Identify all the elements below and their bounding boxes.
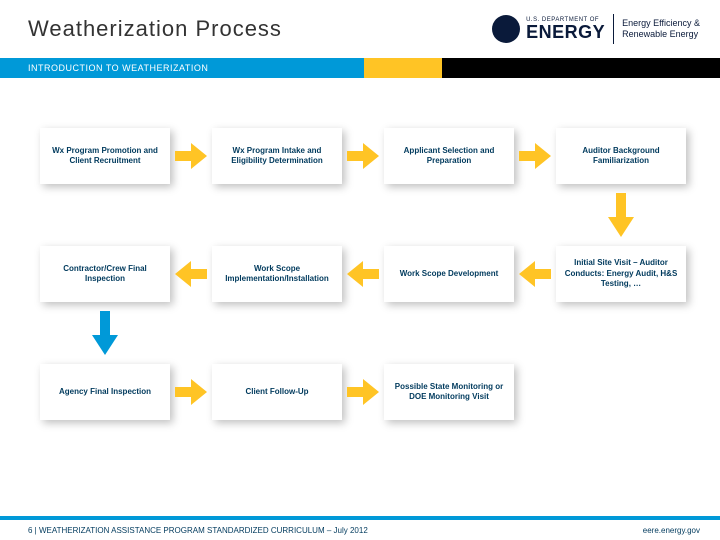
box-auditor-bg: Auditor Background Familiarization [556,128,686,184]
box-applicant: Applicant Selection and Preparation [384,128,514,184]
footer-left: 6 | WEATHERIZATION ASSISTANCE PROGRAM ST… [28,526,368,535]
footer-right: eere.energy.gov [643,526,700,535]
box-contractor-inspection: Contractor/Crew Final Inspection [40,246,170,302]
box-followup: Client Follow-Up [212,364,342,420]
doe-logo-text: U.S. DEPARTMENT OF ENERGY [526,17,605,41]
logo-energy: ENERGY [526,23,605,41]
arrow-down-icon [92,311,118,355]
box-work-implementation: Work Scope Implementation/Installation [212,246,342,302]
box-intake: Wx Program Intake and Eligibility Determ… [212,128,342,184]
arrow-left-icon [347,261,379,287]
box-monitoring: Possible State Monitoring or DOE Monitor… [384,364,514,420]
arrow-right-icon [175,379,207,405]
doe-logo: U.S. DEPARTMENT OF ENERGY Energy Efficie… [492,14,700,44]
subheader-bar: INTRODUCTION TO WEATHERIZATION [0,58,720,78]
logo-subtitle: Energy Efficiency & Renewable Energy [622,18,700,40]
arrow-left-icon [519,261,551,287]
subheader-yellow [364,58,442,78]
logo-divider [613,14,614,44]
subheader-black [442,58,720,78]
arrow-right-icon [347,143,379,169]
box-agency-inspection: Agency Final Inspection [40,364,170,420]
arrow-down-icon [608,193,634,237]
header: Weatherization Process U.S. DEPARTMENT O… [0,0,720,58]
footer: 6 | WEATHERIZATION ASSISTANCE PROGRAM ST… [0,516,720,540]
arrow-right-icon [519,143,551,169]
arrow-right-icon [347,379,379,405]
flowchart: Wx Program Promotion and Client Recruitm… [0,78,720,498]
doe-seal-icon [492,15,520,43]
subheader-text: INTRODUCTION TO WEATHERIZATION [0,58,364,78]
box-promotion: Wx Program Promotion and Client Recruitm… [40,128,170,184]
box-site-visit: Initial Site Visit – Auditor Conducts: E… [556,246,686,302]
box-work-dev: Work Scope Development [384,246,514,302]
arrow-left-icon [175,261,207,287]
page-title: Weatherization Process [28,16,282,42]
arrow-right-icon [175,143,207,169]
